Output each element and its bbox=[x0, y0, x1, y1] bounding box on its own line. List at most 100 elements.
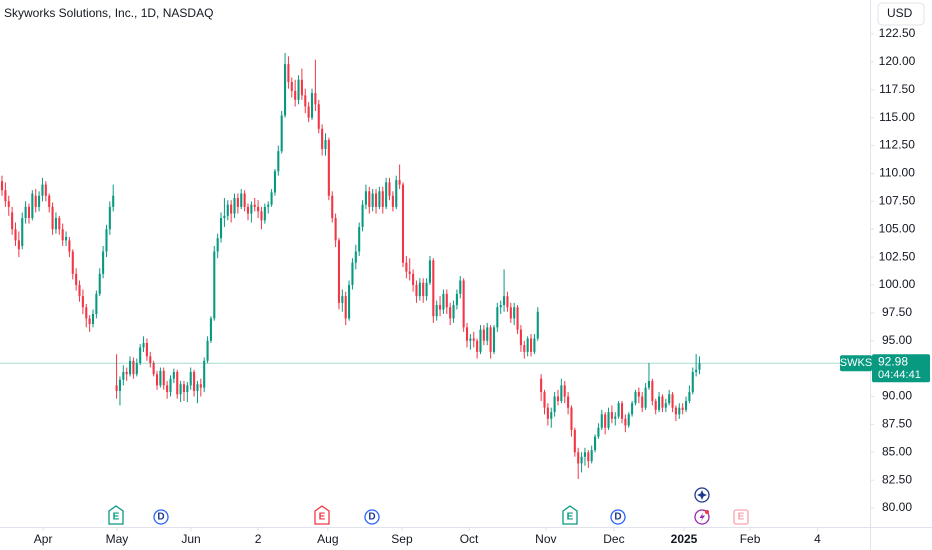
candle-body bbox=[391, 195, 394, 207]
candle-body bbox=[439, 305, 442, 310]
event-label: D bbox=[614, 512, 621, 523]
candle-body bbox=[257, 206, 260, 212]
candle-body bbox=[321, 128, 324, 149]
candle-body bbox=[68, 240, 71, 252]
split-marker[interactable] bbox=[694, 509, 710, 525]
candle-body bbox=[273, 171, 276, 193]
event-label: D bbox=[157, 512, 164, 523]
candle-body bbox=[371, 193, 374, 207]
candle-body bbox=[169, 378, 172, 393]
candle-body bbox=[284, 64, 287, 116]
candle-body bbox=[152, 363, 155, 375]
price-tag bbox=[872, 354, 930, 383]
earnings-marker[interactable]: E bbox=[108, 505, 124, 525]
candle-body bbox=[641, 396, 644, 408]
candle-body bbox=[337, 240, 341, 303]
candle-body bbox=[219, 218, 223, 239]
candle-body bbox=[523, 345, 526, 352]
y-tick-label: 82.50 bbox=[882, 472, 912, 486]
candle-body bbox=[233, 197, 236, 214]
candle-body bbox=[324, 139, 327, 149]
candle-body bbox=[122, 371, 125, 380]
dividend-marker[interactable]: D bbox=[153, 509, 169, 525]
candle-body bbox=[314, 93, 317, 105]
candle-body bbox=[85, 307, 88, 319]
dividend-marker[interactable]: D bbox=[610, 509, 626, 525]
candle-body bbox=[172, 371, 175, 379]
candle-body bbox=[658, 396, 661, 410]
candle-body bbox=[452, 305, 455, 319]
y-tick-label: 85.00 bbox=[882, 444, 912, 458]
candle-body bbox=[246, 206, 250, 214]
currency-button[interactable] bbox=[877, 2, 925, 26]
earnings-marker[interactable]: E bbox=[562, 505, 578, 525]
candle-body bbox=[472, 338, 475, 341]
x-tick-label: 2025 bbox=[671, 532, 698, 546]
y-tick-label: 102.50 bbox=[879, 249, 916, 263]
candle-body bbox=[469, 338, 472, 341]
candle-body bbox=[162, 370, 165, 386]
candle-body bbox=[637, 392, 640, 397]
candle-body bbox=[415, 284, 418, 297]
earnings-marker-upcoming[interactable]: E bbox=[733, 509, 749, 525]
currency-label[interactable]: USD bbox=[887, 6, 913, 20]
countdown-label: 04:44:41 bbox=[878, 369, 921, 381]
candle-body bbox=[176, 371, 179, 395]
candle-body bbox=[435, 305, 438, 317]
candle-body bbox=[455, 293, 458, 306]
candle-body bbox=[422, 282, 425, 297]
news-marker[interactable] bbox=[694, 487, 710, 503]
candle-body bbox=[671, 394, 674, 408]
candle-body bbox=[81, 296, 84, 308]
candle-body bbox=[651, 380, 654, 401]
candle-body bbox=[428, 260, 431, 283]
candle-body bbox=[385, 182, 388, 207]
x-tick-label: Oct bbox=[460, 532, 479, 546]
chart-title: Skyworks Solutions, Inc., 1D, NASDAQ bbox=[4, 6, 213, 20]
candle-body bbox=[459, 280, 462, 294]
candle-body bbox=[388, 182, 391, 196]
y-tick-label: 90.00 bbox=[882, 389, 912, 403]
candle-body bbox=[260, 211, 263, 221]
candle-body bbox=[361, 204, 364, 227]
candle-body bbox=[492, 327, 496, 352]
candle-body bbox=[209, 318, 212, 341]
candle-body bbox=[553, 396, 556, 413]
candle-body bbox=[240, 193, 243, 207]
candle-body bbox=[125, 371, 128, 375]
candle-body bbox=[590, 450, 593, 462]
candle-body bbox=[513, 307, 516, 319]
candle-body bbox=[540, 378, 543, 393]
candle-body bbox=[297, 79, 300, 100]
candle-body bbox=[139, 347, 142, 364]
candle-body bbox=[364, 191, 367, 205]
dividend-marker[interactable]: D bbox=[364, 509, 380, 525]
event-label: D bbox=[368, 512, 375, 523]
candle-body bbox=[627, 414, 630, 426]
candle-body bbox=[223, 215, 226, 219]
candle-body bbox=[179, 384, 182, 395]
candle-body bbox=[132, 360, 135, 375]
candle-body bbox=[398, 180, 401, 185]
candle-body bbox=[496, 307, 499, 328]
candle-body bbox=[300, 79, 303, 96]
candle-body bbox=[476, 340, 479, 352]
earnings-marker[interactable]: E bbox=[314, 505, 330, 525]
candle-body bbox=[506, 296, 509, 308]
candle-body bbox=[102, 251, 105, 274]
event-label: E bbox=[567, 512, 574, 523]
candle-body bbox=[253, 204, 256, 207]
candle-body bbox=[647, 380, 651, 388]
x-tick-label: Feb bbox=[740, 532, 761, 546]
candle-body bbox=[280, 115, 283, 152]
y-tick-label: 100.00 bbox=[879, 277, 916, 291]
candle-body bbox=[334, 218, 337, 241]
candle-body bbox=[607, 412, 610, 428]
candle-body bbox=[327, 139, 330, 196]
candle-body bbox=[88, 318, 91, 325]
candle-body bbox=[698, 363, 701, 370]
candle-body bbox=[624, 418, 627, 426]
candle-body bbox=[277, 151, 280, 172]
candle-body bbox=[193, 371, 196, 391]
